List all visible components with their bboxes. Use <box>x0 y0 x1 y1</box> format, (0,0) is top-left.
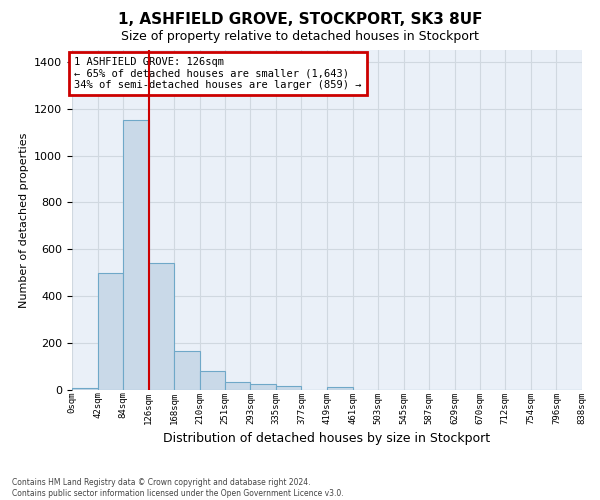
Bar <box>174 352 200 390</box>
Text: Contains HM Land Registry data © Crown copyright and database right 2024.
Contai: Contains HM Land Registry data © Crown c… <box>12 478 344 498</box>
Bar <box>250 384 276 390</box>
Bar <box>98 273 123 390</box>
Bar <box>72 388 98 390</box>
Text: 1, ASHFIELD GROVE, STOCKPORT, SK3 8UF: 1, ASHFIELD GROVE, STOCKPORT, SK3 8UF <box>118 12 482 28</box>
Bar <box>149 264 174 390</box>
Text: Size of property relative to detached houses in Stockport: Size of property relative to detached ho… <box>121 30 479 43</box>
Bar <box>327 386 353 390</box>
X-axis label: Distribution of detached houses by size in Stockport: Distribution of detached houses by size … <box>163 432 491 445</box>
Y-axis label: Number of detached properties: Number of detached properties <box>19 132 29 308</box>
Bar <box>123 120 149 390</box>
Bar <box>200 371 225 390</box>
Bar <box>225 382 250 390</box>
Text: 1 ASHFIELD GROVE: 126sqm
← 65% of detached houses are smaller (1,643)
34% of sem: 1 ASHFIELD GROVE: 126sqm ← 65% of detach… <box>74 57 362 90</box>
Bar <box>276 386 301 390</box>
